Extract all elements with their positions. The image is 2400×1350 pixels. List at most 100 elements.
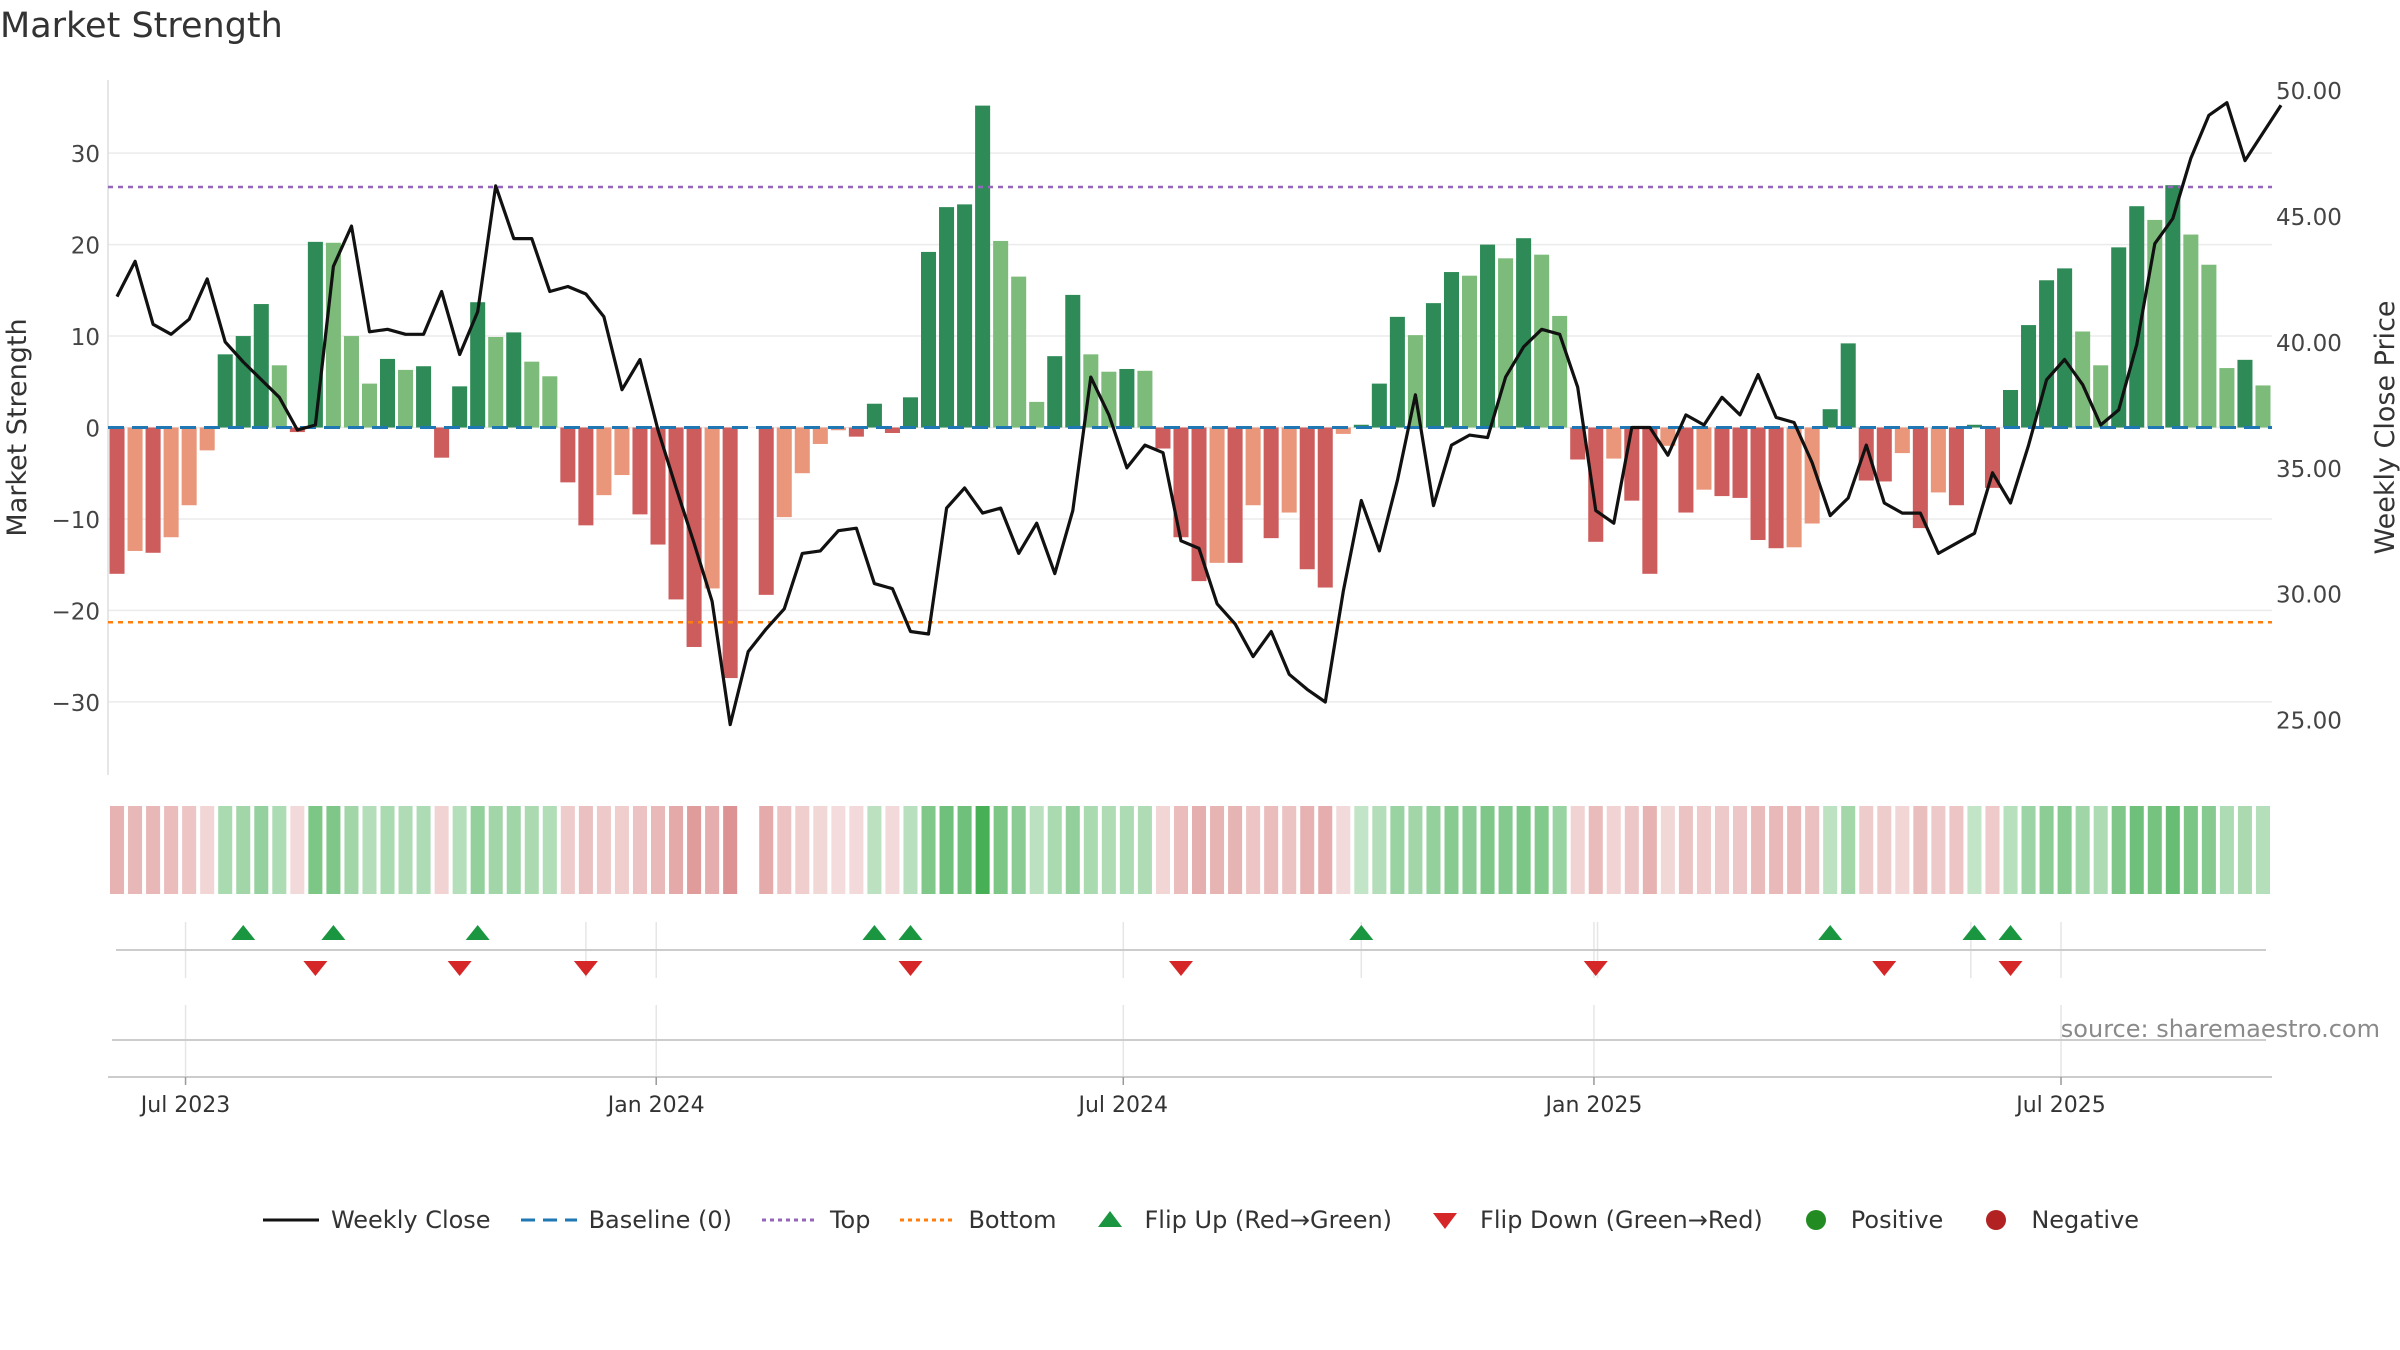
flip-down-marker (898, 961, 923, 976)
strength-bar (235, 336, 251, 428)
flip-down-marker (573, 961, 598, 976)
strength-bar (1137, 370, 1153, 428)
strength-bar (957, 204, 973, 428)
heat-strip-cell (1354, 806, 1369, 894)
strength-bar (1498, 258, 1514, 428)
heat-strip-cell (957, 806, 972, 894)
strength-bar (1371, 383, 1387, 428)
strength-bar (794, 427, 810, 474)
strength-bar (614, 427, 630, 476)
heat-strip-cell (434, 806, 449, 894)
heat-strip-cell (1408, 806, 1423, 894)
flip-down-marker (447, 961, 472, 976)
heat-strip-cell (506, 806, 521, 894)
strength-bar (578, 427, 594, 526)
flip-up-marker (321, 925, 346, 940)
strength-bar (1660, 427, 1676, 446)
strength-bar (921, 251, 937, 428)
strength-bar (416, 366, 432, 428)
legend-item-flip-down: Flip Down (Green→Red) (1420, 1206, 1763, 1234)
heat-strip-cell (867, 806, 882, 894)
legend-label-flip-up: Flip Up (Red→Green) (1144, 1206, 1393, 1234)
heat-strip-cell (1318, 806, 1333, 894)
heat-strip-cell (975, 806, 990, 894)
flip-up-marker (862, 925, 887, 940)
heat-strip-cell (2093, 806, 2108, 894)
strength-bar (488, 336, 504, 428)
heat-strip-cell (1137, 806, 1152, 894)
strength-bar (1822, 409, 1838, 428)
strength-bar (163, 427, 179, 538)
heat-strip-cell (669, 806, 684, 894)
heat-strip-cell (1570, 806, 1585, 894)
strength-bar (2219, 368, 2235, 428)
legend-label-top: Top (829, 1206, 871, 1234)
heat-strip-cell (2147, 806, 2162, 894)
legend-item-baseline: Baseline (0) (519, 1206, 732, 1234)
heat-strip-cell (272, 806, 287, 894)
heat-strip-cell (2111, 806, 2126, 894)
strength-bar (1714, 427, 1730, 497)
heat-strip-cell (1805, 806, 1820, 894)
x-tick-label: Jul 2025 (2014, 1093, 2106, 1118)
heat-strip-cell (1210, 806, 1225, 894)
heat-strip-cell (1047, 806, 1062, 894)
negative-dot-icon (1986, 1210, 2007, 1230)
heat-strip-cell (1192, 806, 1207, 894)
heat-strip-cell (1714, 806, 1729, 894)
heat-strip-cell (1426, 806, 1441, 894)
strength-bar (1768, 427, 1784, 549)
strength-bar (1119, 368, 1135, 428)
strength-bar (1101, 371, 1117, 428)
strength-bar (127, 427, 143, 551)
heat-strip-cell (164, 806, 179, 894)
strength-bar (776, 427, 792, 518)
left-axis-label: Market Strength (2, 318, 33, 536)
strength-bar (1281, 427, 1297, 513)
strength-bar (1966, 424, 1982, 428)
strength-bar (1732, 427, 1748, 498)
strength-bar (199, 427, 215, 451)
strength-bar (1786, 427, 1802, 548)
heat-strip-cell (831, 806, 846, 894)
weekly-close-line (115, 101, 2283, 727)
x-tick-label: Jul 2023 (139, 1093, 231, 1118)
heat-strip-cell (1372, 806, 1387, 894)
strength-bar (866, 403, 882, 428)
strength-bar (758, 427, 774, 595)
flip-up-marker (898, 925, 923, 940)
x-tick-label: Jul 2024 (1077, 1093, 1169, 1118)
heat-strip-cell (1985, 806, 2000, 894)
heat-strip-cell (2039, 806, 2054, 894)
strength-bar (1245, 427, 1261, 506)
legend-label-baseline: Baseline (0) (588, 1206, 732, 1234)
heat-strip-cell (1841, 806, 1856, 894)
heat-strip-cell (903, 806, 918, 894)
heat-strip-cell (1065, 806, 1080, 894)
strength-bar (1948, 427, 1964, 506)
heat-strip-cell (1516, 806, 1531, 894)
heat-strip-cell (2003, 806, 2018, 894)
heat-strip-cell (326, 806, 341, 894)
strength-bar (668, 427, 684, 600)
strength-bar (307, 241, 323, 428)
heat-strip-cell (1336, 806, 1351, 894)
heat-strip-cell (1390, 806, 1405, 894)
heat-strip-cell (2219, 806, 2234, 894)
heat-strip-cell (1444, 806, 1459, 894)
flip-down-marker (303, 961, 328, 976)
heat-strip-cell (182, 806, 197, 894)
flip-up-marker (1962, 925, 1987, 940)
heat-strip-cell (2129, 806, 2144, 894)
flip-down-marker (1872, 961, 1897, 976)
legend-label-close: Weekly Close (330, 1206, 491, 1234)
heat-strip-cell (1264, 806, 1279, 894)
strength-bar (253, 304, 269, 428)
heat-strip-cell (921, 806, 936, 894)
heat-strip-cell (542, 806, 557, 894)
strength-bar (2129, 206, 2145, 428)
legend-item-flip-up: Flip Up (Red→Green) (1085, 1206, 1393, 1234)
right-tick-label: 35.00 (2276, 457, 2342, 483)
strength-bar (2057, 268, 2073, 428)
strength-bar (1299, 427, 1315, 570)
